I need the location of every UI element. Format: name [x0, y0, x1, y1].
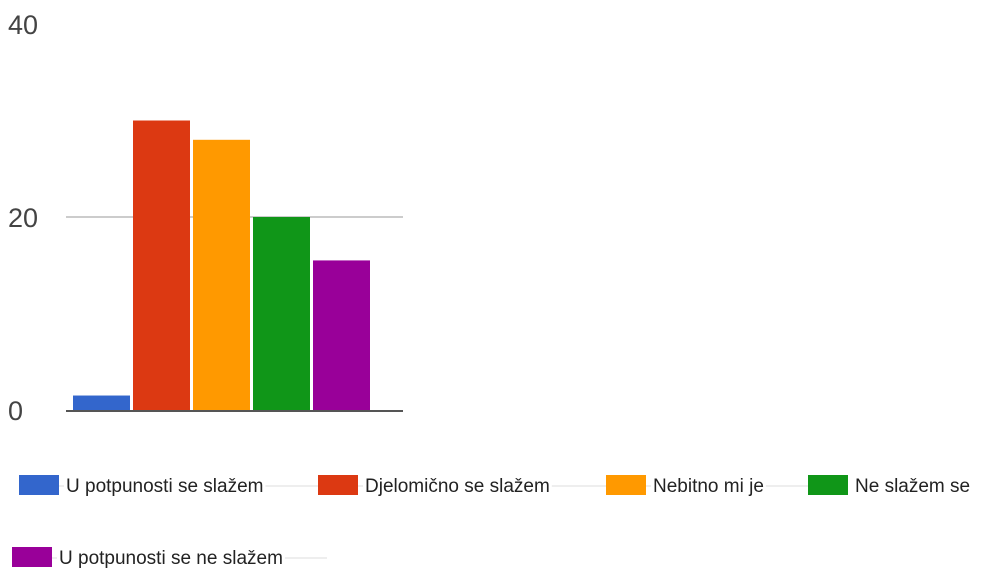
legend-swatch	[19, 475, 59, 495]
legend: U potpunosti se slažem Djelomično se slaž…	[12, 471, 973, 569]
y-tick-label: 40	[8, 10, 38, 40]
legend-label-bg	[363, 471, 552, 499]
y-tick-label: 20	[8, 203, 38, 233]
legend-label: Djelomično se slažem	[365, 476, 550, 497]
y-axis-ticks: 0 20 40	[8, 10, 38, 426]
y-tick-label: 0	[8, 396, 23, 426]
legend-label-bg	[64, 471, 266, 499]
legend-label-bg	[57, 543, 285, 569]
legend-label-bg	[651, 471, 766, 499]
legend-swatch	[808, 475, 848, 495]
legend-label-bg	[853, 471, 973, 499]
legend-label: U potpunosti se ne slažem	[59, 548, 283, 569]
bars	[73, 120, 370, 411]
bar-1	[73, 395, 130, 410]
bar-5	[313, 260, 370, 410]
legend-label: Nebitno mi je	[653, 476, 764, 497]
bar-3	[193, 139, 250, 411]
legend-swatch	[12, 547, 52, 567]
bar-4	[253, 217, 310, 410]
legend-label: Ne slažem se	[855, 476, 970, 497]
legend-label: U potpunosti se slažem	[66, 476, 264, 497]
legend-swatch	[606, 475, 646, 495]
bar-2	[133, 120, 190, 410]
legend-swatch	[318, 475, 358, 495]
